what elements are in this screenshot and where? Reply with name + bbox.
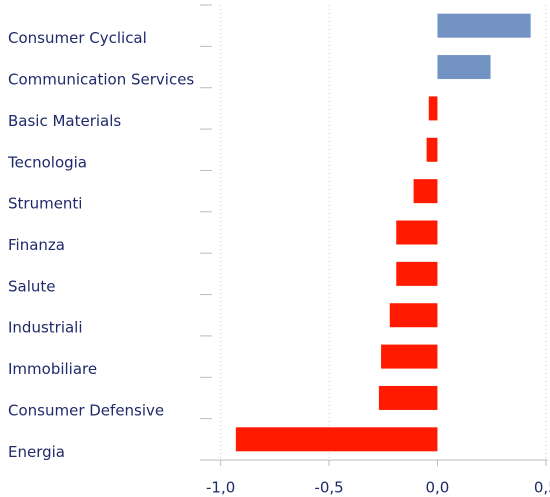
x-tick-label: 0,0: [426, 479, 450, 497]
y-tick-label: Consumer Cyclical: [8, 29, 147, 47]
bar: [378, 385, 438, 410]
bar: [396, 261, 438, 286]
y-tick-label: Communication Services: [8, 71, 194, 89]
bar: [396, 220, 438, 245]
bar: [437, 55, 491, 80]
y-tick-label: Strumenti: [8, 195, 82, 213]
x-tick-label: -1,0: [206, 479, 235, 497]
y-tick-label: Consumer Defensive: [8, 401, 164, 419]
y-tick-label: Finanza: [8, 236, 65, 254]
bar: [235, 427, 438, 452]
bar: [426, 137, 438, 162]
bar: [413, 179, 438, 204]
x-tick-label: -0,5: [314, 479, 343, 497]
y-tick-label: Salute: [8, 277, 56, 295]
y-tick-label: Industriali: [8, 319, 83, 337]
y-tick-label: Tecnologia: [7, 153, 87, 171]
bar: [428, 96, 438, 121]
bar: [381, 344, 438, 369]
bar: [437, 13, 531, 38]
x-tick-label: 0,5: [534, 479, 550, 497]
y-tick-label: Immobiliare: [8, 360, 97, 378]
bar: [389, 303, 438, 328]
y-tick-label: Basic Materials: [8, 112, 121, 130]
y-tick-label: Energia: [8, 443, 65, 461]
